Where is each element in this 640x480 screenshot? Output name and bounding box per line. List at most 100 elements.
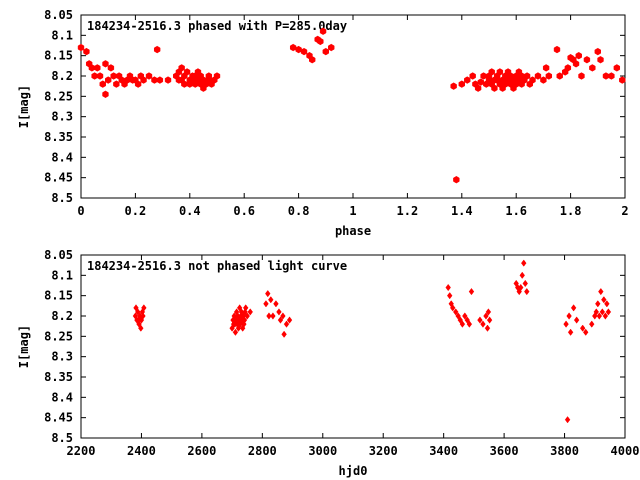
data-point — [604, 300, 610, 308]
data-point — [445, 283, 451, 292]
data-point — [566, 312, 572, 320]
data-point — [242, 308, 248, 316]
data-point — [457, 316, 464, 324]
data-point — [107, 64, 115, 72]
y-tick-label: 8.05 — [44, 248, 73, 262]
data-point — [156, 76, 164, 84]
data-point — [446, 292, 453, 300]
y-tick-label: 8.5 — [51, 431, 73, 445]
data-point — [553, 45, 561, 54]
data-point — [540, 76, 547, 84]
data-point — [309, 56, 316, 64]
data-point — [601, 296, 607, 304]
data-point — [542, 64, 550, 72]
data-point — [164, 76, 172, 84]
x-tick-label: 1.8 — [560, 204, 582, 218]
data-point — [241, 320, 247, 328]
data-point — [135, 308, 141, 316]
data-point — [453, 308, 459, 316]
data-point — [270, 312, 276, 320]
data-point — [94, 64, 101, 72]
y-tick-label: 8.15 — [44, 289, 73, 303]
y-tick-label: 8.25 — [44, 89, 73, 103]
data-point — [113, 80, 120, 88]
data-point — [151, 76, 158, 84]
data-point — [105, 76, 112, 84]
data-point — [181, 80, 188, 88]
data-point — [523, 72, 531, 80]
data-point — [213, 72, 221, 80]
x-tick-label: 3600 — [490, 444, 519, 458]
data-point — [247, 308, 253, 316]
data-point — [328, 43, 335, 52]
data-point — [563, 320, 569, 328]
data-point — [529, 76, 536, 84]
data-point — [583, 56, 591, 64]
data-point — [613, 64, 621, 72]
chart-panel-2: 2200 2400 2600 2800 3000 3200 3400 3600 3800 4000… — [17, 248, 639, 478]
y-tick-label: 8.2 — [51, 69, 73, 83]
data-point — [567, 328, 574, 336]
x-tick-label: 2 — [621, 204, 628, 218]
x-tick-label: 0.4 — [179, 204, 201, 218]
data-point — [317, 37, 324, 46]
data-point — [453, 176, 460, 184]
data-point — [280, 312, 286, 320]
x-tick-label: 3200 — [369, 444, 398, 458]
x-tick-label: 4000 — [611, 444, 640, 458]
data-point — [110, 72, 117, 80]
data-point — [545, 72, 553, 80]
data-point — [77, 43, 85, 52]
x-axis-label: phase — [335, 224, 371, 238]
data-point — [450, 304, 456, 312]
y-tick-label: 8.45 — [44, 411, 73, 425]
data-point — [281, 330, 287, 338]
y-tick-label: 8.3 — [51, 110, 73, 124]
chart-title: 184234-2516.3 phased with P=285.0day — [87, 19, 347, 33]
data-point — [464, 76, 471, 84]
data-point — [597, 56, 604, 64]
data-point — [595, 300, 601, 308]
y-tick-label: 8.4 — [51, 150, 73, 164]
y-tick-label: 8.3 — [51, 350, 73, 364]
data-point — [273, 300, 279, 308]
data-point — [593, 308, 600, 316]
data-point — [582, 328, 589, 336]
x-tick-label: 3800 — [550, 444, 579, 458]
data-point — [594, 47, 601, 56]
data-point — [102, 90, 109, 98]
data-point — [619, 76, 626, 84]
x-tick-label: 0.8 — [288, 204, 310, 218]
data-point — [602, 312, 609, 320]
data-point — [468, 287, 475, 296]
x-tick-label: 1.2 — [397, 204, 419, 218]
x-axis-label: hjd0 — [339, 464, 368, 478]
data-point — [102, 60, 109, 68]
data-point — [602, 72, 610, 80]
data-point — [488, 68, 495, 76]
data-point — [605, 308, 612, 316]
data-point — [319, 27, 327, 35]
data-point — [556, 72, 563, 80]
data-point — [300, 47, 308, 56]
data-point — [589, 64, 596, 72]
data-point — [277, 316, 284, 324]
x-tick-label: 1 — [349, 204, 356, 218]
data-point — [241, 316, 248, 324]
data-point — [573, 316, 580, 324]
data-point — [486, 316, 493, 324]
data-point — [608, 72, 615, 80]
data-point — [599, 308, 606, 316]
x-tick-label: 1.6 — [505, 204, 527, 218]
data-point — [289, 43, 297, 52]
x-tick-label: 2200 — [67, 444, 96, 458]
data-point — [570, 304, 577, 312]
data-point — [183, 68, 191, 76]
y-tick-label: 8.25 — [44, 329, 73, 343]
data-point — [522, 279, 528, 288]
data-point — [521, 259, 527, 267]
data-point — [496, 68, 504, 76]
data-point — [242, 304, 249, 312]
data-point — [283, 320, 290, 328]
plot-frame — [80, 14, 626, 199]
